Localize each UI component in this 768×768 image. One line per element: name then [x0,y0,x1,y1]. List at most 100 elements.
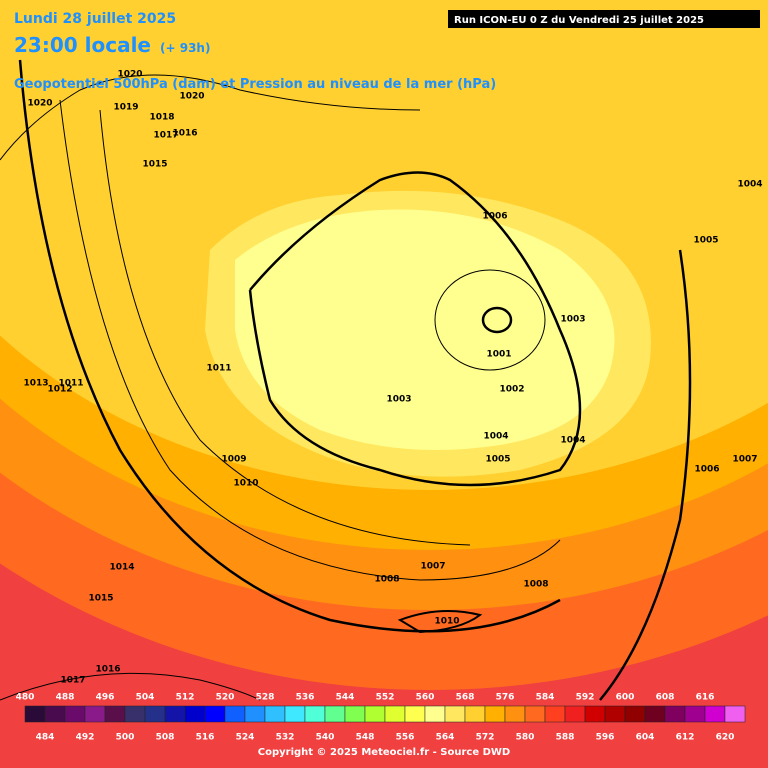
scale-swatch [604,705,626,723]
scale-label: 544 [336,693,355,703]
scale-label: 536 [296,693,315,703]
scale-label: 612 [676,733,695,743]
scale-label: 496 [96,693,115,703]
coast [0,74,421,161]
isobar-label: 1004 [737,180,762,190]
scale-swatch [324,705,346,723]
isobar-label: 1015 [142,160,167,170]
isobar-label: 1018 [149,113,174,123]
isobar-label: 1015 [88,594,113,604]
scale-label: 524 [236,733,255,743]
isobar-label: 1020 [27,99,52,109]
isobar [18,59,561,633]
scale-label: 608 [656,693,675,703]
scale-swatch [724,705,746,723]
scale-swatch [544,705,566,723]
scale-label: 592 [576,693,595,703]
scale-swatch [224,705,246,723]
scale-swatch [384,705,406,723]
scale-swatch [84,705,106,723]
scale-label: 572 [476,733,495,743]
isobar-label: 1008 [374,575,399,585]
scale-label: 540 [316,733,335,743]
scale-swatch [444,705,466,723]
isobar-label: 1011 [58,379,83,389]
isobar-label: 1013 [23,379,48,389]
isobar-label: 1019 [113,103,138,113]
contours [0,59,692,701]
scale-label: 528 [256,693,275,703]
scale-swatch [644,705,666,723]
scale-swatch [344,705,366,723]
isobar-label: 1007 [732,455,757,465]
scale-label: 580 [516,733,535,743]
scale-label: 596 [596,733,615,743]
scale-label: 552 [376,693,395,703]
copyright: Copyright © 2025 Meteociel.fr - Source D… [258,747,510,758]
isobar-label: 1005 [693,236,718,246]
scale-label: 548 [356,733,375,743]
scale-label: 520 [216,693,235,703]
scale-swatch [504,705,526,723]
isobar-label: 1005 [485,455,510,465]
scale-swatch [484,705,506,723]
isobar-label: 1002 [499,385,524,395]
scale-swatch [24,705,46,723]
scale-label: 564 [436,733,455,743]
coast [0,672,261,701]
scale-label: 492 [76,733,95,743]
scale-label: 500 [116,733,135,743]
scale-swatch [524,705,546,723]
scale-swatch [664,705,686,723]
isobar [248,171,582,487]
scale-swatch [404,705,426,723]
scale-label: 588 [556,733,575,743]
isobar-label: 1017 [60,676,85,686]
isobar-label: 1016 [172,129,197,139]
scale-label: 512 [176,693,195,703]
scale-label: 484 [36,733,55,743]
isobar-label: 1008 [523,580,548,590]
isobar-label: 1016 [95,665,120,675]
isobar [599,249,692,701]
scale-swatch [104,705,126,723]
scale-swatch [564,705,586,723]
scale-label: 604 [636,733,655,743]
scale-label: 600 [616,693,635,703]
isobar-label: 1017 [153,131,178,141]
isobar-label: 1014 [109,563,134,573]
isobar-label: 1003 [386,395,411,405]
scale-swatch [204,705,226,723]
isobar-label: 1011 [206,364,231,374]
isobar-label: 1007 [420,562,445,572]
scale-swatch [244,705,266,723]
scale-label: 576 [496,693,515,703]
scale-label: 480 [16,693,35,703]
isobar-labels: 1020102010191018101710161020101510041006… [23,70,762,686]
isobar-label: 1001 [486,350,511,360]
scale-label: 516 [196,733,215,743]
isobar-label: 1020 [179,92,204,102]
scale-swatch [144,705,166,723]
subtitle: Geopotentiel 500hPa (dam) et Pression au… [14,77,496,92]
run-box [448,10,760,28]
lead: (+ 93h) [160,41,210,55]
scale-swatch [64,705,86,723]
isobar-label: 1004 [483,432,508,442]
isobar-label: 1006 [694,465,719,475]
band [235,209,615,450]
isobar-label: 1020 [117,70,142,80]
isobar [481,306,513,334]
coast [397,610,483,634]
isobar-label: 1003 [560,315,585,325]
isobar-label: 1010 [434,617,459,627]
scale-swatch [284,705,306,723]
scale-swatch [304,705,326,723]
scale-label: 568 [456,693,475,703]
scale-label: 560 [416,693,435,703]
scale-swatch [264,705,286,723]
scale-label: 532 [276,733,295,743]
scale-swatch [684,705,706,723]
color-scale: 480 484 488 492 496 500 504 508 512 516 520 524 528 5… [16,693,746,743]
